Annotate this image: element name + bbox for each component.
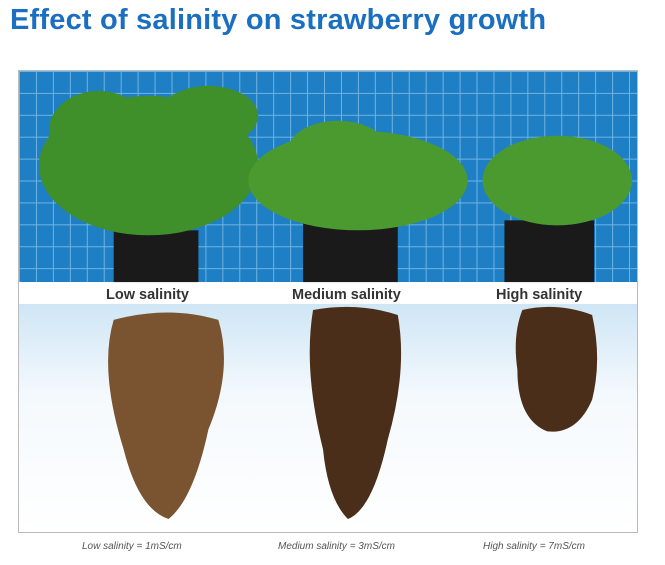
strawberry-salinity-photo: Low salinity Medium salinity High salini… xyxy=(18,70,638,533)
slide-title: Effect of salinity on strawberry growth xyxy=(10,4,547,36)
label-low-salinity: Low salinity xyxy=(106,287,189,303)
roots-low xyxy=(108,312,224,520)
plant-high xyxy=(482,135,633,226)
plant-low xyxy=(38,85,259,236)
caption-medium: Medium salinity = 3mS/cm xyxy=(278,541,395,552)
pot-medium xyxy=(303,220,398,283)
photo-image xyxy=(19,71,637,532)
label-high-salinity: High salinity xyxy=(496,287,583,303)
pot-low xyxy=(113,230,199,283)
pot-high xyxy=(504,220,595,283)
plant-medium xyxy=(248,120,468,231)
label-medium-salinity: Medium salinity xyxy=(292,287,401,303)
roots-high xyxy=(515,306,598,432)
caption-high: High salinity = 7mS/cm xyxy=(483,541,585,552)
roots-medium xyxy=(309,306,402,520)
caption-low: Low salinity = 1mS/cm xyxy=(82,541,182,552)
